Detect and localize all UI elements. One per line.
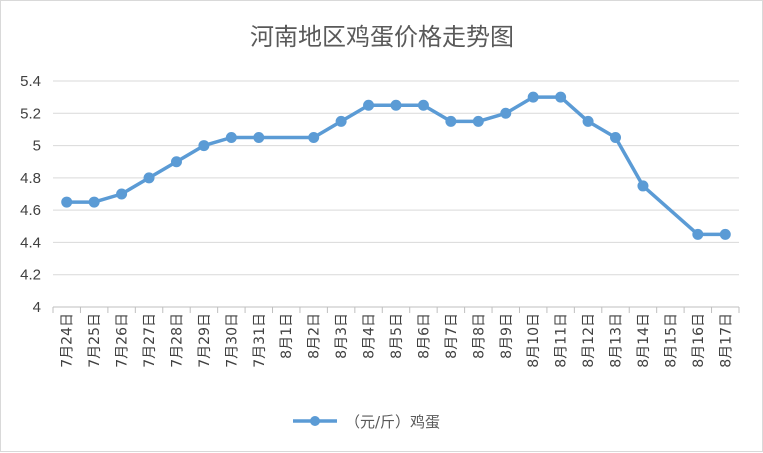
x-tick-label: 8月1日 [279, 313, 295, 359]
y-tick-label: 5.2 [20, 105, 41, 122]
legend-marker-swatch [310, 416, 320, 426]
data-point [308, 132, 320, 143]
x-tick-label: 8月17日 [718, 313, 734, 368]
data-point [116, 188, 128, 200]
series-line [61, 91, 731, 240]
data-point [417, 99, 429, 111]
x-tick-label: 8月9日 [499, 313, 515, 359]
x-tick-label: 8月14日 [636, 313, 652, 368]
x-tick-label: 7月28日 [169, 313, 185, 368]
x-tick-label: 8月8日 [471, 313, 487, 359]
data-point [555, 91, 567, 103]
data-point [170, 156, 182, 168]
x-tick-label: 8月2日 [307, 313, 323, 359]
gridlines [53, 80, 739, 276]
y-tick-label: 4.4 [20, 234, 41, 251]
data-point [719, 228, 731, 240]
data-point [253, 132, 265, 143]
x-tick-label: 7月29日 [197, 313, 213, 368]
x-tick-label: 7月26日 [115, 313, 131, 368]
x-axis: 7月24日 7月25日 7月26日 7月27日 7月28日 7月29日 7月30日 7月31日… [52, 306, 740, 368]
data-point [610, 132, 622, 143]
data-point [500, 107, 512, 119]
x-tick-label: 7月24日 [60, 313, 76, 368]
x-tick-label: 8月5日 [389, 313, 405, 359]
data-point [637, 180, 649, 192]
x-tick-label: 8月4日 [362, 313, 378, 359]
x-tick-label: 8月10日 [526, 313, 542, 368]
data-point [582, 115, 594, 127]
x-tick-label: 8月16日 [691, 313, 707, 368]
x-tick-label: 7月25日 [87, 313, 103, 368]
data-point [225, 132, 237, 143]
y-tick-label: 4.2 [20, 267, 41, 284]
y-axis-tick-labels: 4 4.2 4.4 4.6 4.8 5 5.2 5.4 [20, 73, 41, 316]
data-point [527, 91, 539, 103]
y-tick-label: 5 [33, 138, 41, 155]
data-point [363, 99, 375, 111]
data-point [445, 115, 457, 127]
data-point [143, 172, 155, 184]
x-tick-label: 7月27日 [142, 313, 158, 368]
data-point [198, 140, 210, 152]
data-point [692, 228, 704, 240]
y-tick-label: 5.4 [20, 73, 41, 90]
legend: （元/斤）鸡蛋 [293, 413, 440, 431]
x-tick-label: 7月30日 [224, 313, 240, 368]
x-tick-label: 8月7日 [444, 313, 460, 359]
x-tick-label: 8月11日 [554, 313, 570, 368]
y-tick-label: 4 [33, 299, 41, 316]
chart-title: 河南地区鸡蛋价格走势图 [250, 23, 514, 51]
x-tick-label: 7月31日 [252, 313, 268, 368]
x-tick-label: 8月3日 [334, 313, 350, 359]
x-tick-label: 8月13日 [609, 313, 625, 368]
data-point [61, 196, 73, 208]
data-point [335, 115, 347, 127]
y-tick-label: 4.6 [20, 202, 41, 219]
data-point [88, 196, 100, 208]
x-tick-label: 8月6日 [416, 313, 432, 359]
x-tick-label: 8月15日 [663, 313, 679, 368]
x-tick-label: 8月12日 [581, 313, 597, 368]
series-line-path [64, 95, 728, 237]
data-point [390, 99, 402, 111]
data-point [472, 115, 484, 127]
legend-series-label: （元/斤）鸡蛋 [345, 413, 440, 431]
y-tick-label: 4.8 [20, 170, 41, 187]
